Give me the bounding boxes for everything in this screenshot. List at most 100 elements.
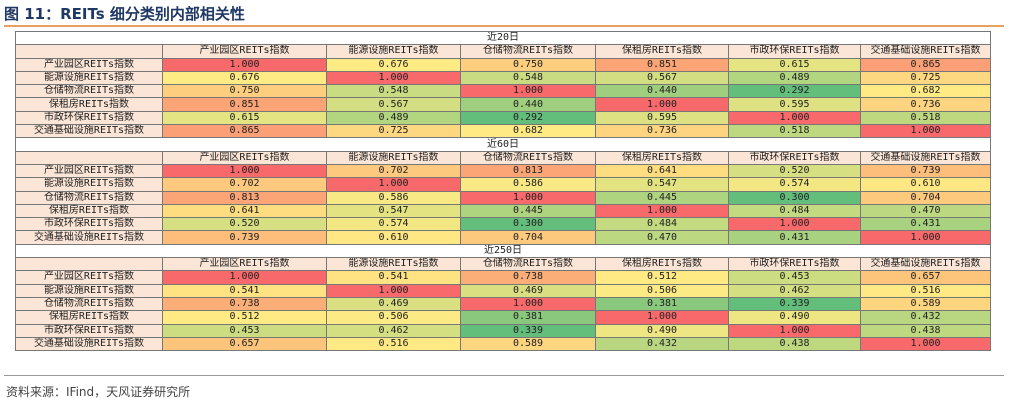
value-cell: 1.000	[162, 270, 327, 285]
value-cell: 0.657	[860, 270, 991, 285]
data-row: 产业园区REITs指数 1.000 0.676 0.750 0.851 0.615 0.86…	[15, 57, 991, 72]
value-cell: 0.541	[326, 270, 461, 285]
row-label: 产业园区REITs指数	[15, 270, 163, 285]
value-cell: 0.676	[326, 57, 461, 72]
value-cell: 0.440	[460, 97, 596, 112]
value-cell: 0.574	[326, 217, 461, 232]
value-cell: 0.725	[860, 70, 991, 86]
value-cell: 0.738	[162, 296, 327, 312]
value-cell: 0.567	[595, 70, 729, 86]
row-label: 能源设施REITs指数	[15, 177, 163, 192]
value-cell: 0.702	[162, 177, 327, 192]
column-header: 市政环保REITs指数	[728, 44, 861, 59]
column-header: 保租房REITs指数	[595, 257, 729, 272]
value-cell: 1.000	[860, 336, 991, 352]
value-cell: 0.548	[460, 70, 596, 86]
column-header: 仓储物流REITs指数	[460, 150, 596, 165]
value-cell: 0.641	[595, 163, 729, 179]
value-cell: 0.438	[728, 336, 861, 352]
value-cell: 0.676	[162, 70, 327, 86]
value-cell: 0.432	[860, 310, 991, 325]
value-cell: 1.000	[460, 296, 596, 312]
value-cell: 0.615	[162, 110, 327, 126]
value-cell: 0.431	[728, 230, 861, 245]
value-cell: 0.512	[162, 310, 327, 325]
value-cell: 0.300	[460, 217, 596, 232]
value-cell: 0.750	[460, 57, 596, 72]
value-cell: 0.518	[860, 110, 991, 126]
value-cell: 0.432	[595, 336, 729, 352]
row-label: 保租房REITs指数	[15, 97, 163, 112]
value-cell: 0.489	[326, 110, 461, 126]
column-header: 交通基础设施REITs指数	[860, 44, 991, 59]
header-row: 产业园区REITs指数 能源设施REITs指数 仓储物流REITs指数 保租房REIT…	[15, 44, 991, 59]
section-row: 近20日	[15, 30, 991, 46]
value-cell: 0.548	[326, 84, 461, 99]
column-header: 产业园区REITs指数	[162, 257, 327, 272]
data-row: 仓储物流REITs指数 0.750 0.548 1.000 0.440 0.292 0.68…	[15, 84, 991, 99]
column-header: 能源设施REITs指数	[326, 44, 461, 59]
value-cell: 0.520	[162, 217, 327, 232]
data-row: 市政环保REITs指数 0.520 0.574 0.300 0.484 1.000 0.43…	[15, 217, 991, 232]
value-cell: 0.300	[728, 190, 861, 205]
title-rule	[4, 25, 1004, 27]
value-cell: 0.736	[595, 124, 729, 139]
value-cell: 0.739	[860, 163, 991, 179]
value-cell: 1.000	[460, 190, 596, 205]
column-header: 保租房REITs指数	[595, 44, 729, 59]
data-row: 产业园区REITs指数 1.000 0.541 0.738 0.512 0.453 0.65…	[15, 270, 991, 285]
row-label: 交通基础设施REITs指数	[15, 230, 163, 245]
value-cell: 0.851	[595, 57, 729, 72]
value-cell: 0.574	[728, 177, 861, 192]
row-label: 交通基础设施REITs指数	[15, 336, 163, 352]
value-cell: 1.000	[460, 84, 596, 99]
value-cell: 1.000	[728, 110, 861, 126]
data-row: 仓储物流REITs指数 0.738 0.469 1.000 0.381 0.339 0.58…	[15, 296, 991, 312]
value-cell: 0.610	[860, 177, 991, 192]
column-header: 能源设施REITs指数	[326, 257, 461, 272]
value-cell: 0.520	[728, 163, 861, 179]
value-cell: 1.000	[326, 283, 461, 298]
value-cell: 0.484	[728, 203, 861, 219]
value-cell: 1.000	[728, 217, 861, 232]
data-row: 仓储物流REITs指数 0.813 0.586 1.000 0.445 0.300 0.70…	[15, 190, 991, 205]
value-cell: 0.431	[860, 217, 991, 232]
value-cell: 0.292	[728, 84, 861, 99]
value-cell: 1.000	[326, 70, 461, 86]
value-cell: 0.736	[860, 97, 991, 112]
header-row: 产业园区REITs指数 能源设施REITs指数 仓储物流REITs指数 保租房REIT…	[15, 150, 991, 165]
header-row: 产业园区REITs指数 能源设施REITs指数 仓储物流REITs指数 保租房REIT…	[15, 257, 991, 272]
value-cell: 0.813	[162, 190, 327, 205]
value-cell: 0.547	[595, 177, 729, 192]
data-row: 交通基础设施REITs指数 0.865 0.725 0.682 0.736 0.518 1.…	[15, 124, 991, 139]
value-cell: 0.657	[162, 336, 327, 352]
column-header: 产业园区REITs指数	[162, 150, 327, 165]
section-label: 近60日	[15, 137, 991, 152]
value-cell: 0.750	[162, 84, 327, 99]
value-cell: 0.462	[326, 323, 461, 338]
value-cell: 0.516	[860, 283, 991, 298]
title: 图 11：REITs 细分类别内部相关性	[4, 5, 245, 23]
column-header: 产业园区REITs指数	[162, 44, 327, 59]
value-cell: 0.516	[326, 336, 461, 352]
value-cell: 0.512	[595, 270, 729, 285]
value-cell: 1.000	[860, 124, 991, 139]
value-cell: 1.000	[595, 97, 729, 112]
value-cell: 0.469	[460, 283, 596, 298]
source-rule	[4, 375, 1004, 376]
value-cell: 0.453	[728, 270, 861, 285]
value-cell: 0.445	[595, 190, 729, 205]
value-cell: 0.547	[326, 203, 461, 219]
value-cell: 0.438	[860, 323, 991, 338]
value-cell: 0.506	[595, 283, 729, 298]
section-row: 近60日	[15, 137, 991, 152]
value-cell: 0.470	[860, 203, 991, 219]
value-cell: 0.682	[460, 124, 596, 139]
corner-cell	[15, 44, 163, 59]
value-cell: 0.339	[460, 323, 596, 338]
data-row: 保租房REITs指数 0.851 0.567 0.440 1.000 0.595 0.736	[15, 97, 991, 112]
section-row: 近250日	[15, 243, 991, 259]
row-label: 保租房REITs指数	[15, 310, 163, 325]
row-label: 交通基础设施REITs指数	[15, 124, 163, 139]
